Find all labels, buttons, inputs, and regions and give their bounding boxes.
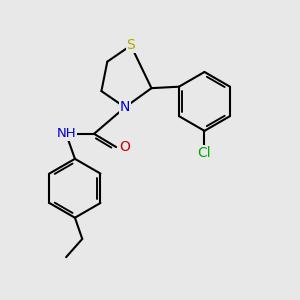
Text: O: O: [119, 140, 130, 154]
Text: S: S: [127, 38, 135, 52]
Text: Cl: Cl: [198, 146, 211, 160]
Text: N: N: [120, 100, 130, 114]
Text: NH: NH: [56, 127, 76, 140]
